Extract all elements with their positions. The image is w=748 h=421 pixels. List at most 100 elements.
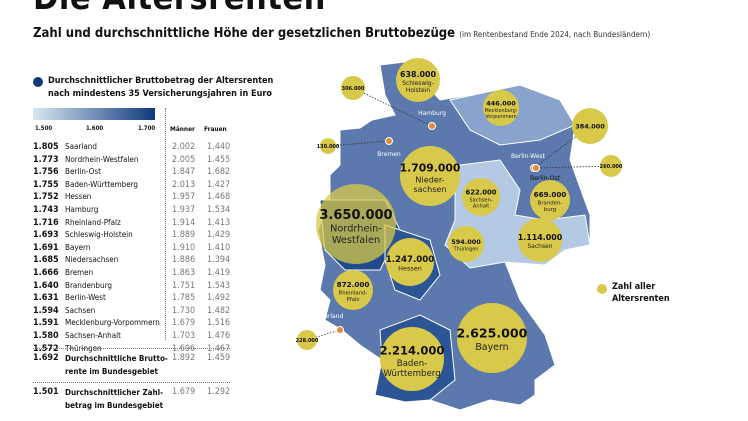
bubble-label: Schleswig- [402,80,434,87]
table-row: 1.640 Brandenburg 1.751 1.543 [0,280,240,293]
maenner-value: 1.730 [172,305,196,316]
bubble-circle [396,58,440,102]
avg-value: 1.752 [33,192,59,203]
bubble-count: 872.000 [337,280,370,289]
maenner-value: 1.889 [172,230,196,241]
scale-tick: 1.600 [86,125,104,132]
divider [33,382,230,383]
avg-value: 1.693 [33,230,59,241]
maenner-value: 1.937 [172,205,196,215]
bubble-label: sachsen [413,184,446,194]
bubble-label: Rheinland- [339,291,368,297]
state-name: Hamburg [65,205,99,214]
avg-value: 1.591 [33,318,59,329]
state-name: Saarland [65,142,97,151]
frauen-value: 1.440 [207,142,231,152]
frauen-value: 1.492 [207,293,231,304]
bubble-circle [572,108,608,144]
table-row: 1.631 Berlin-West 1.785 1.492 [0,292,240,305]
city-marker-icon [428,122,436,130]
table-row: 1.755 Baden-Württemberg 2.013 1.427 [0,179,240,192]
bubble-label: Westfalen [332,235,380,246]
bubble: 872.000 Rheinland-Pfalz [333,270,373,310]
bubble-count: 1.114.000 [518,233,563,242]
maenner-value: 1.886 [172,255,196,266]
table-row: 1.666 Bremen 1.863 1.419 [0,267,240,280]
bubble-label: Württemberg [383,369,440,379]
state-name: Niedersachsen [65,255,119,265]
bubble-label: Baden- [397,359,428,369]
bubble-label: Hessen [398,265,422,273]
maenner-value: 1.751 [172,280,196,291]
bubble-label: Nordrhein- [330,224,382,235]
bubble-count: 2.214.000 [380,343,445,357]
divider [33,348,230,349]
maenner-value: 1.785 [172,293,196,304]
bubble-count: 384.000 [575,122,605,130]
summary-label-line: betrag im Bundesgebiet [65,401,164,410]
bubble-label: Branden- [538,201,563,207]
bubble-count: 669.000 [534,190,567,199]
page-title: Die Altersrenten [33,0,326,18]
maenner-value: 1.892 [172,353,196,363]
bubble-count: 2.625.000 [457,326,528,341]
avg-value: 1.501 [33,387,59,397]
legend-bubble-line1: Zahl aller [612,282,656,292]
maenner-value: 1.957 [172,192,196,203]
table-row: 1.805 Saarland 2.002 1.440 [0,141,240,154]
leader-line [352,87,433,127]
bubble-circle [380,327,444,391]
legend-avg-line1: Durchschnittlicher Bruttobetrag der Alte… [48,76,274,86]
avg-value: 1.743 [33,205,59,215]
summary-row: 1.692 Durchschnittliche Brutto-rente im B… [0,352,240,376]
bubble-circle [400,146,460,206]
table-row: 1.752 Hessen 1.957 1.468 [0,191,240,204]
subtitle-main: Zahl und durchschnittliche Höhe der gese… [33,26,456,41]
bubble-count: 260.000 [600,164,623,170]
state-name: Berlin-Ost [65,167,101,177]
bubble-circle [320,138,336,154]
bubble-label: Sachsen [528,243,553,250]
avg-value: 1.716 [33,217,59,228]
bubble-label: Pfalz [347,297,360,303]
bubble-circle [386,238,434,286]
bubble: 306.000 [341,76,365,100]
table-row: 1.580 Sachsen-Anhalt 1.703 1.476 [0,330,240,343]
maenner-value: 1.703 [172,331,196,341]
column-header-frauen: Frauen [204,125,227,133]
summary-row: 1.501 Durchschnittlicher Zahl-betrag im B… [0,386,240,410]
bubble-label: Vorpommern [485,114,516,120]
table-row: 1.756 Berlin-Ost 1.847 1.682 [0,166,240,179]
state-name: Berlin-West [65,293,106,303]
bubble-count: 594.000 [451,238,481,246]
city-label: Bremen [377,151,401,158]
bubble-label: Bayern [475,342,508,353]
bubble-circle [457,303,527,373]
frauen-value: 1.419 [207,268,231,278]
bubble: 669.000 Branden-burg [530,180,570,220]
avg-value: 1.594 [33,305,59,316]
summary-label: Durchschnittlicher Zahl-betrag im Bundes… [65,386,163,412]
frauen-value: 1.468 [207,192,231,203]
maenner-value: 1.847 [172,167,196,178]
bubble-circle [316,184,396,264]
avg-value: 1.755 [33,179,59,190]
avg-value: 1.685 [33,255,59,266]
state-name: Schleswig-Holstein [65,230,133,240]
table-row: 1.591 Mecklenburg-Vorpommern 1.679 1.516 [0,317,240,330]
summary-label-line: Durchschnittlicher Zahl- [65,388,164,397]
state-name: Sachsen-Anhalt [65,331,121,340]
avg-value: 1.691 [33,242,59,253]
frauen-value: 1.516 [207,318,231,329]
frauen-value: 1.543 [207,280,231,291]
bubble-count: 446.000 [486,99,516,107]
bubble: 2.214.000 Baden-Württemberg [380,327,445,391]
frauen-value: 1.682 [207,167,231,178]
bubble-label: Nieder- [415,174,444,184]
legend-avg-line2: nach mindestens 35 Versicherungsjahren i… [48,89,272,99]
avg-value: 1.773 [33,154,59,165]
